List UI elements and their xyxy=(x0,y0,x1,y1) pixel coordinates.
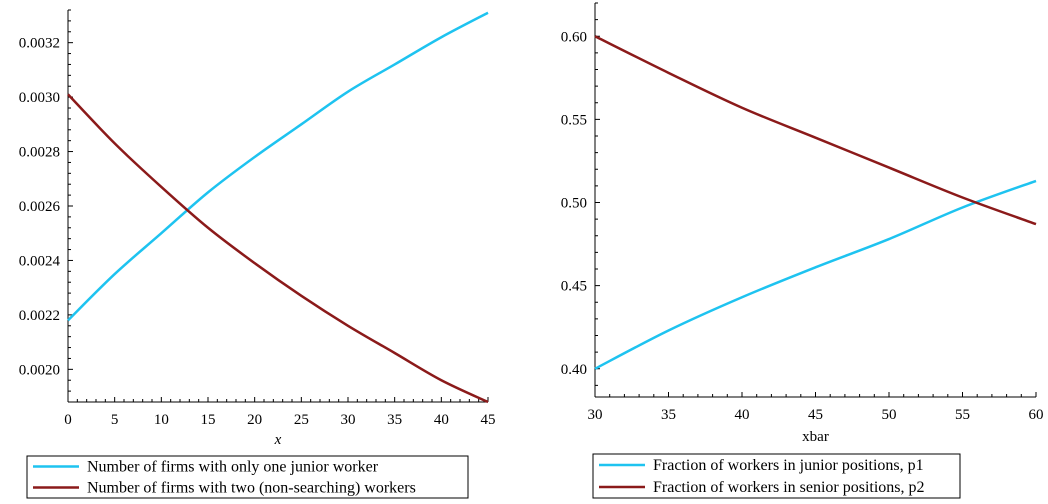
right-x-tick-label: 40 xyxy=(735,407,750,423)
right-x-tick-label: 50 xyxy=(882,407,897,423)
left-y-tick-label: 0.0030 xyxy=(19,90,60,106)
right-x-tick-label: 55 xyxy=(955,407,970,423)
left-x-axis-title: x xyxy=(274,432,282,448)
right-series-line-2 xyxy=(594,35,1037,226)
left-legend-label-2: Number of firms with two (non-searching)… xyxy=(87,480,416,497)
left-x-tick-label: 15 xyxy=(201,412,216,428)
right-legend-box xyxy=(592,453,961,499)
left-y-tick-label: 0.0028 xyxy=(19,145,60,161)
right-legend-label-1: Fraction of workers in junior positions,… xyxy=(653,457,924,474)
right-x-tick-label: 30 xyxy=(588,407,603,423)
right-legend: Fraction of workers in junior positions,… xyxy=(592,453,961,499)
right-x-tick-label: 45 xyxy=(808,407,823,423)
left-y-tick-label: 0.0022 xyxy=(19,308,60,324)
left-legend: Number of firms with only one junior wor… xyxy=(26,455,469,499)
right-y-tick-label: 0.60 xyxy=(561,29,587,45)
left-x-tick-label: 5 xyxy=(111,412,119,428)
left-x-tick-label: 35 xyxy=(387,412,402,428)
left-legend-label-1: Number of firms with only one junior wor… xyxy=(87,459,379,476)
left-chart: 0 5 10 15 20 25 30 35 40 45 0.0020 0.0022 0.0024 0.00… xyxy=(19,9,496,448)
right-x-tick-label: 35 xyxy=(661,407,676,423)
right-series-line-1 xyxy=(594,179,1037,370)
left-x-tick-label: 25 xyxy=(294,412,309,428)
right-chart: 30 35 40 45 50 55 60 0.40 0.45 0.50 0.55 0.60 xbar xyxy=(561,2,1044,445)
left-series-line-2 xyxy=(67,93,489,404)
right-y-tick-label: 0.50 xyxy=(561,196,587,212)
left-y-tick-label: 0.0020 xyxy=(19,362,60,378)
left-y-tick-label: 0.0032 xyxy=(19,36,60,52)
left-x-tick-label: 10 xyxy=(154,412,169,428)
right-y-tick-label: 0.45 xyxy=(561,279,587,295)
left-y-tick-label: 0.0026 xyxy=(19,199,61,215)
left-legend-box xyxy=(26,455,469,499)
left-x-tick-label: 45 xyxy=(481,412,496,428)
left-x-tick-label: 20 xyxy=(247,412,262,428)
right-x-tick-label: 60 xyxy=(1029,407,1044,423)
left-x-tick-label: 30 xyxy=(341,412,356,428)
left-y-tick-label: 0.0024 xyxy=(19,253,61,269)
left-x-tick-label: 40 xyxy=(434,412,449,428)
right-x-axis-title: xbar xyxy=(802,429,829,445)
left-series-line-1 xyxy=(67,11,489,322)
left-x-tick-label: 0 xyxy=(64,412,72,428)
right-y-tick-label: 0.55 xyxy=(561,112,587,128)
right-y-tick-label: 0.40 xyxy=(561,362,587,378)
legends: Number of firms with only one junior wor… xyxy=(26,453,961,499)
right-legend-label-2: Fraction of workers in senior positions,… xyxy=(653,479,925,496)
